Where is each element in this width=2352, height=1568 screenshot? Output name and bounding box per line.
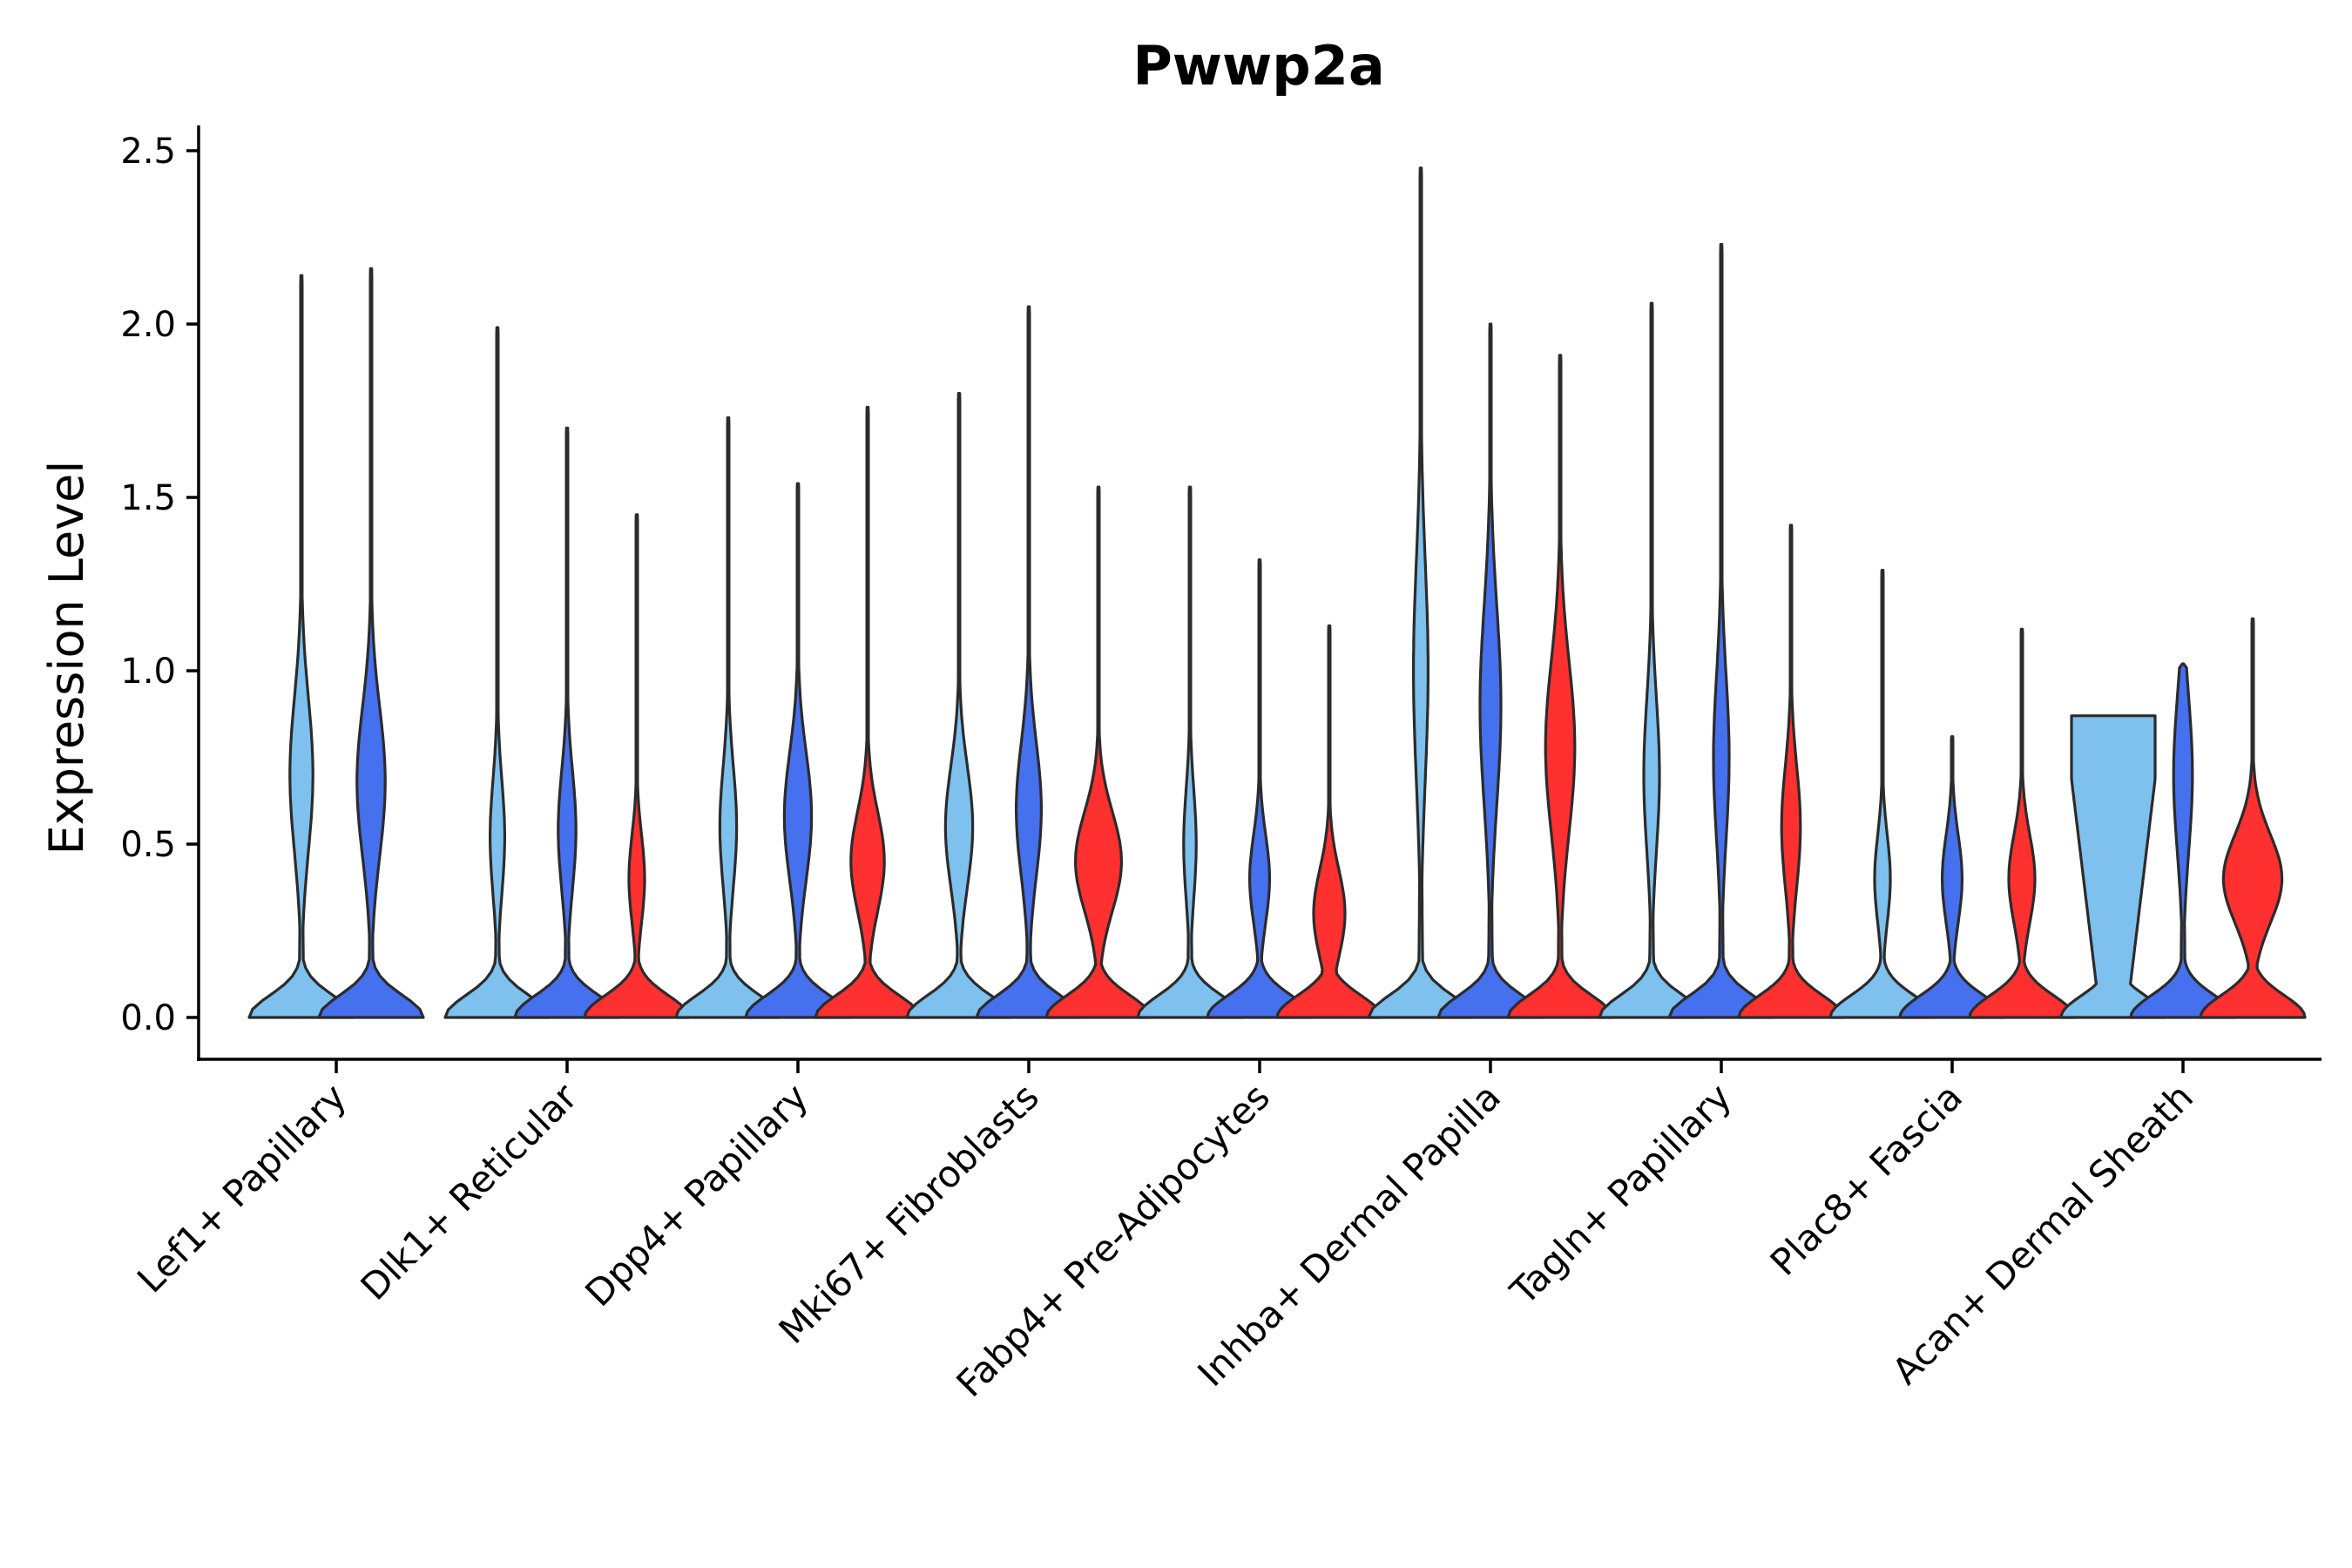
violin-2-a [443,326,551,1019]
violin-3-b [744,482,852,1019]
violin-4-a [905,392,1013,1019]
violin-5-a [1136,485,1244,1019]
violin-2-c [583,513,691,1019]
violin-3-c [814,405,922,1019]
violin-3-a [674,416,782,1019]
violin-9-b [2129,662,2237,1019]
x-tick-label: Tagln+ Papillary [1502,1075,1740,1313]
x-tick-label: Plac8+ Fascia [1762,1075,1970,1283]
x-tick-label: Lef1+ Papillary [129,1075,355,1301]
y-ticks: 0.0 0.5 1.0 1.5 2.0 2.5 [120,132,199,1038]
y-tick-label: 0.0 [120,998,176,1038]
violin-layer [247,166,2307,1019]
chart-title: Pwwp2a [1132,34,1384,98]
x-tick-label: Mki67+ Fibroblasts [771,1075,1047,1351]
violin-4-b [975,305,1083,1019]
y-tick-label: 1.0 [120,652,176,692]
y-tick-label: 1.5 [120,478,176,518]
violin-1-b [317,267,425,1019]
x-tick-label: Dlk1+ Reticular [353,1075,586,1308]
violin-7-a [1598,301,1706,1019]
x-tick-label: Dpp4+ Papillary [577,1075,816,1315]
violin-1-a [247,274,355,1019]
violin-9-a [2059,714,2167,1019]
violin-6-b [1436,322,1544,1019]
violin-6-c [1506,354,1614,1019]
violin-2-b [513,426,621,1019]
violin-8-a [1828,569,1936,1019]
y-tick-label: 0.5 [120,825,176,865]
y-axis-label: Expression Level [39,461,94,855]
violin-9-c [2199,617,2307,1019]
y-tick-label: 2.0 [120,305,176,345]
violin-5-b [1206,558,1314,1019]
violin-7-b [1667,242,1775,1019]
violin-7-c [1737,524,1845,1019]
violin-8-b [1898,735,2006,1019]
y-tick-label: 2.5 [120,132,176,172]
violin-6-a [1367,166,1475,1019]
violin-4-c [1044,485,1152,1019]
violin-5-c [1275,624,1383,1019]
violin-8-c [1968,627,2076,1019]
